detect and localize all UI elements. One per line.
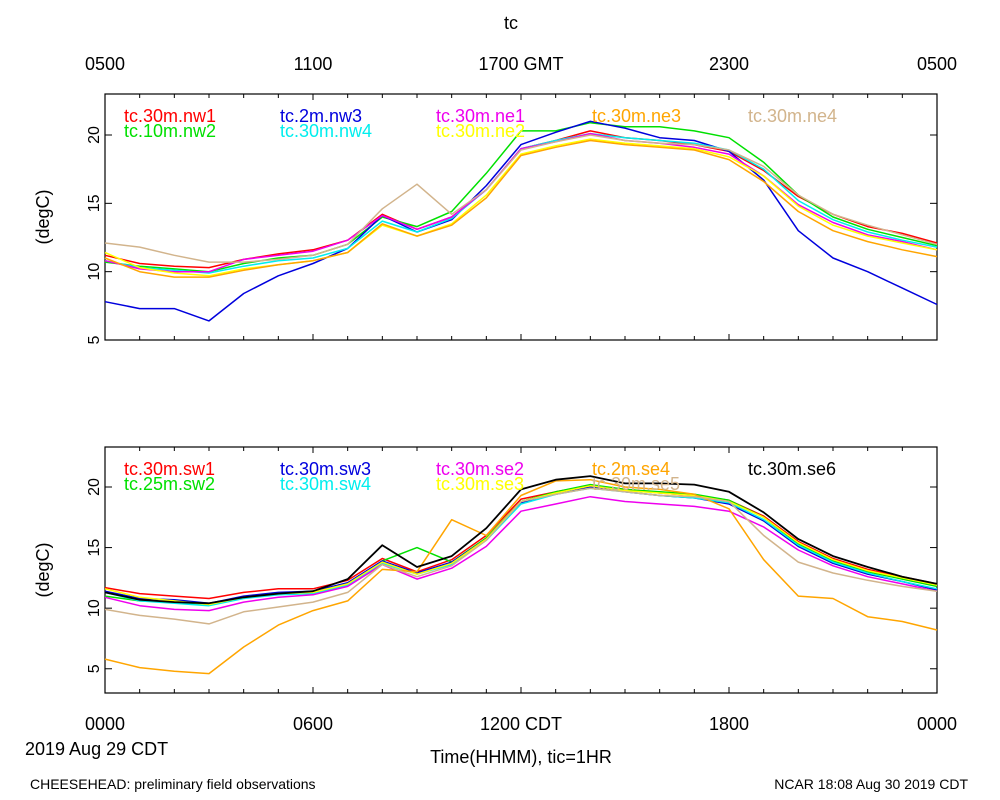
legend-entry: tc.30m.ne2 <box>436 121 525 141</box>
bottom-axis-label: 1200 CDT <box>480 714 562 734</box>
bottom-time-axis: 0000 0600 1200 CDT 1800 0000 <box>85 714 957 734</box>
legend-entry: tc.30m.sw1 <box>124 459 215 479</box>
legend-entry: tc.30m.ne1 <box>436 106 525 126</box>
chart-title: tc <box>504 13 518 33</box>
top-axis-label: 2300 <box>709 54 749 74</box>
top-axis-label: 0500 <box>85 54 125 74</box>
legend-entry: tc.25m.sw2 <box>124 474 215 494</box>
y-tick-label: 15 <box>86 539 103 557</box>
legend-entry: tc.30m.ne3 <box>592 106 681 126</box>
series-line-tc-30m-se2 <box>104 495 938 612</box>
top-axis-label: 1100 <box>294 54 333 74</box>
top-axis-label: 0500 <box>917 54 957 74</box>
legend-entry: tc.30m.sw4 <box>280 474 371 494</box>
y-tick-label: 20 <box>86 478 103 496</box>
bottom-axis-label: 0000 <box>85 714 125 734</box>
y-axis-title: (degC) <box>33 189 53 244</box>
date-label: 2019 Aug 29 CDT <box>25 739 168 759</box>
series-line-tc-30m-se6 <box>104 475 938 605</box>
series-line-tc-2m-nw3 <box>104 120 938 322</box>
footer-left: CHEESEHEAD: preliminary field observatio… <box>30 776 316 792</box>
legend-entry: tc.30m.ne4 <box>748 106 837 126</box>
footer-right: NCAR 18:08 Aug 30 2019 CDT <box>774 776 968 792</box>
y-tick-label: 15 <box>86 194 103 212</box>
series-line-tc-30m-sw1 <box>104 485 938 600</box>
y-tick-label: 5 <box>86 335 103 344</box>
series-line-tc-30m-ne3 <box>104 139 938 278</box>
series-line-tc-30m-sw3 <box>104 486 938 605</box>
legend-entry: tc.30m.se2 <box>436 459 524 479</box>
bottom-axis-label: 0600 <box>293 714 333 734</box>
legend-entry: tc.30m.se5 <box>592 474 680 494</box>
series-line-tc-30m-sw4 <box>104 487 938 607</box>
y-tick-label: 20 <box>86 126 103 144</box>
bottom-axis-label: 1800 <box>709 714 749 734</box>
legend-entry: tc.30m.nw1 <box>124 106 216 126</box>
series-line-tc-2m-se4 <box>104 478 938 675</box>
legend-entry: tc.2m.se4 <box>592 459 670 479</box>
y-axis-title: (degC) <box>33 542 53 597</box>
legend-entry: tc.30m.nw4 <box>280 121 372 141</box>
series-line-tc-30m-ne4 <box>104 134 938 263</box>
series-line-tc-30m-ne2 <box>104 138 938 277</box>
legend-entry: tc.30m.se6 <box>748 459 836 479</box>
legend-entry: tc.30m.se3 <box>436 474 524 494</box>
bottom-axis-label: 0000 <box>917 714 957 734</box>
top-time-axis: 0500 1100 1700 GMT 2300 0500 <box>85 54 957 74</box>
x-axis-title: Time(HHMM), tic=1HR <box>430 747 612 767</box>
series-line-tc-30m-ne1 <box>104 132 938 273</box>
top-axis-label: 1700 GMT <box>478 54 563 74</box>
y-tick-label: 5 <box>86 664 103 673</box>
y-tick-label: 10 <box>86 263 103 281</box>
legend-entry: tc.30m.sw3 <box>280 459 371 479</box>
series-line-tc-30m-se5 <box>104 487 938 625</box>
y-tick-label: 10 <box>86 599 103 617</box>
legend-entry: tc.10m.nw2 <box>124 121 216 141</box>
legend-entry: tc.2m.nw3 <box>280 106 362 126</box>
